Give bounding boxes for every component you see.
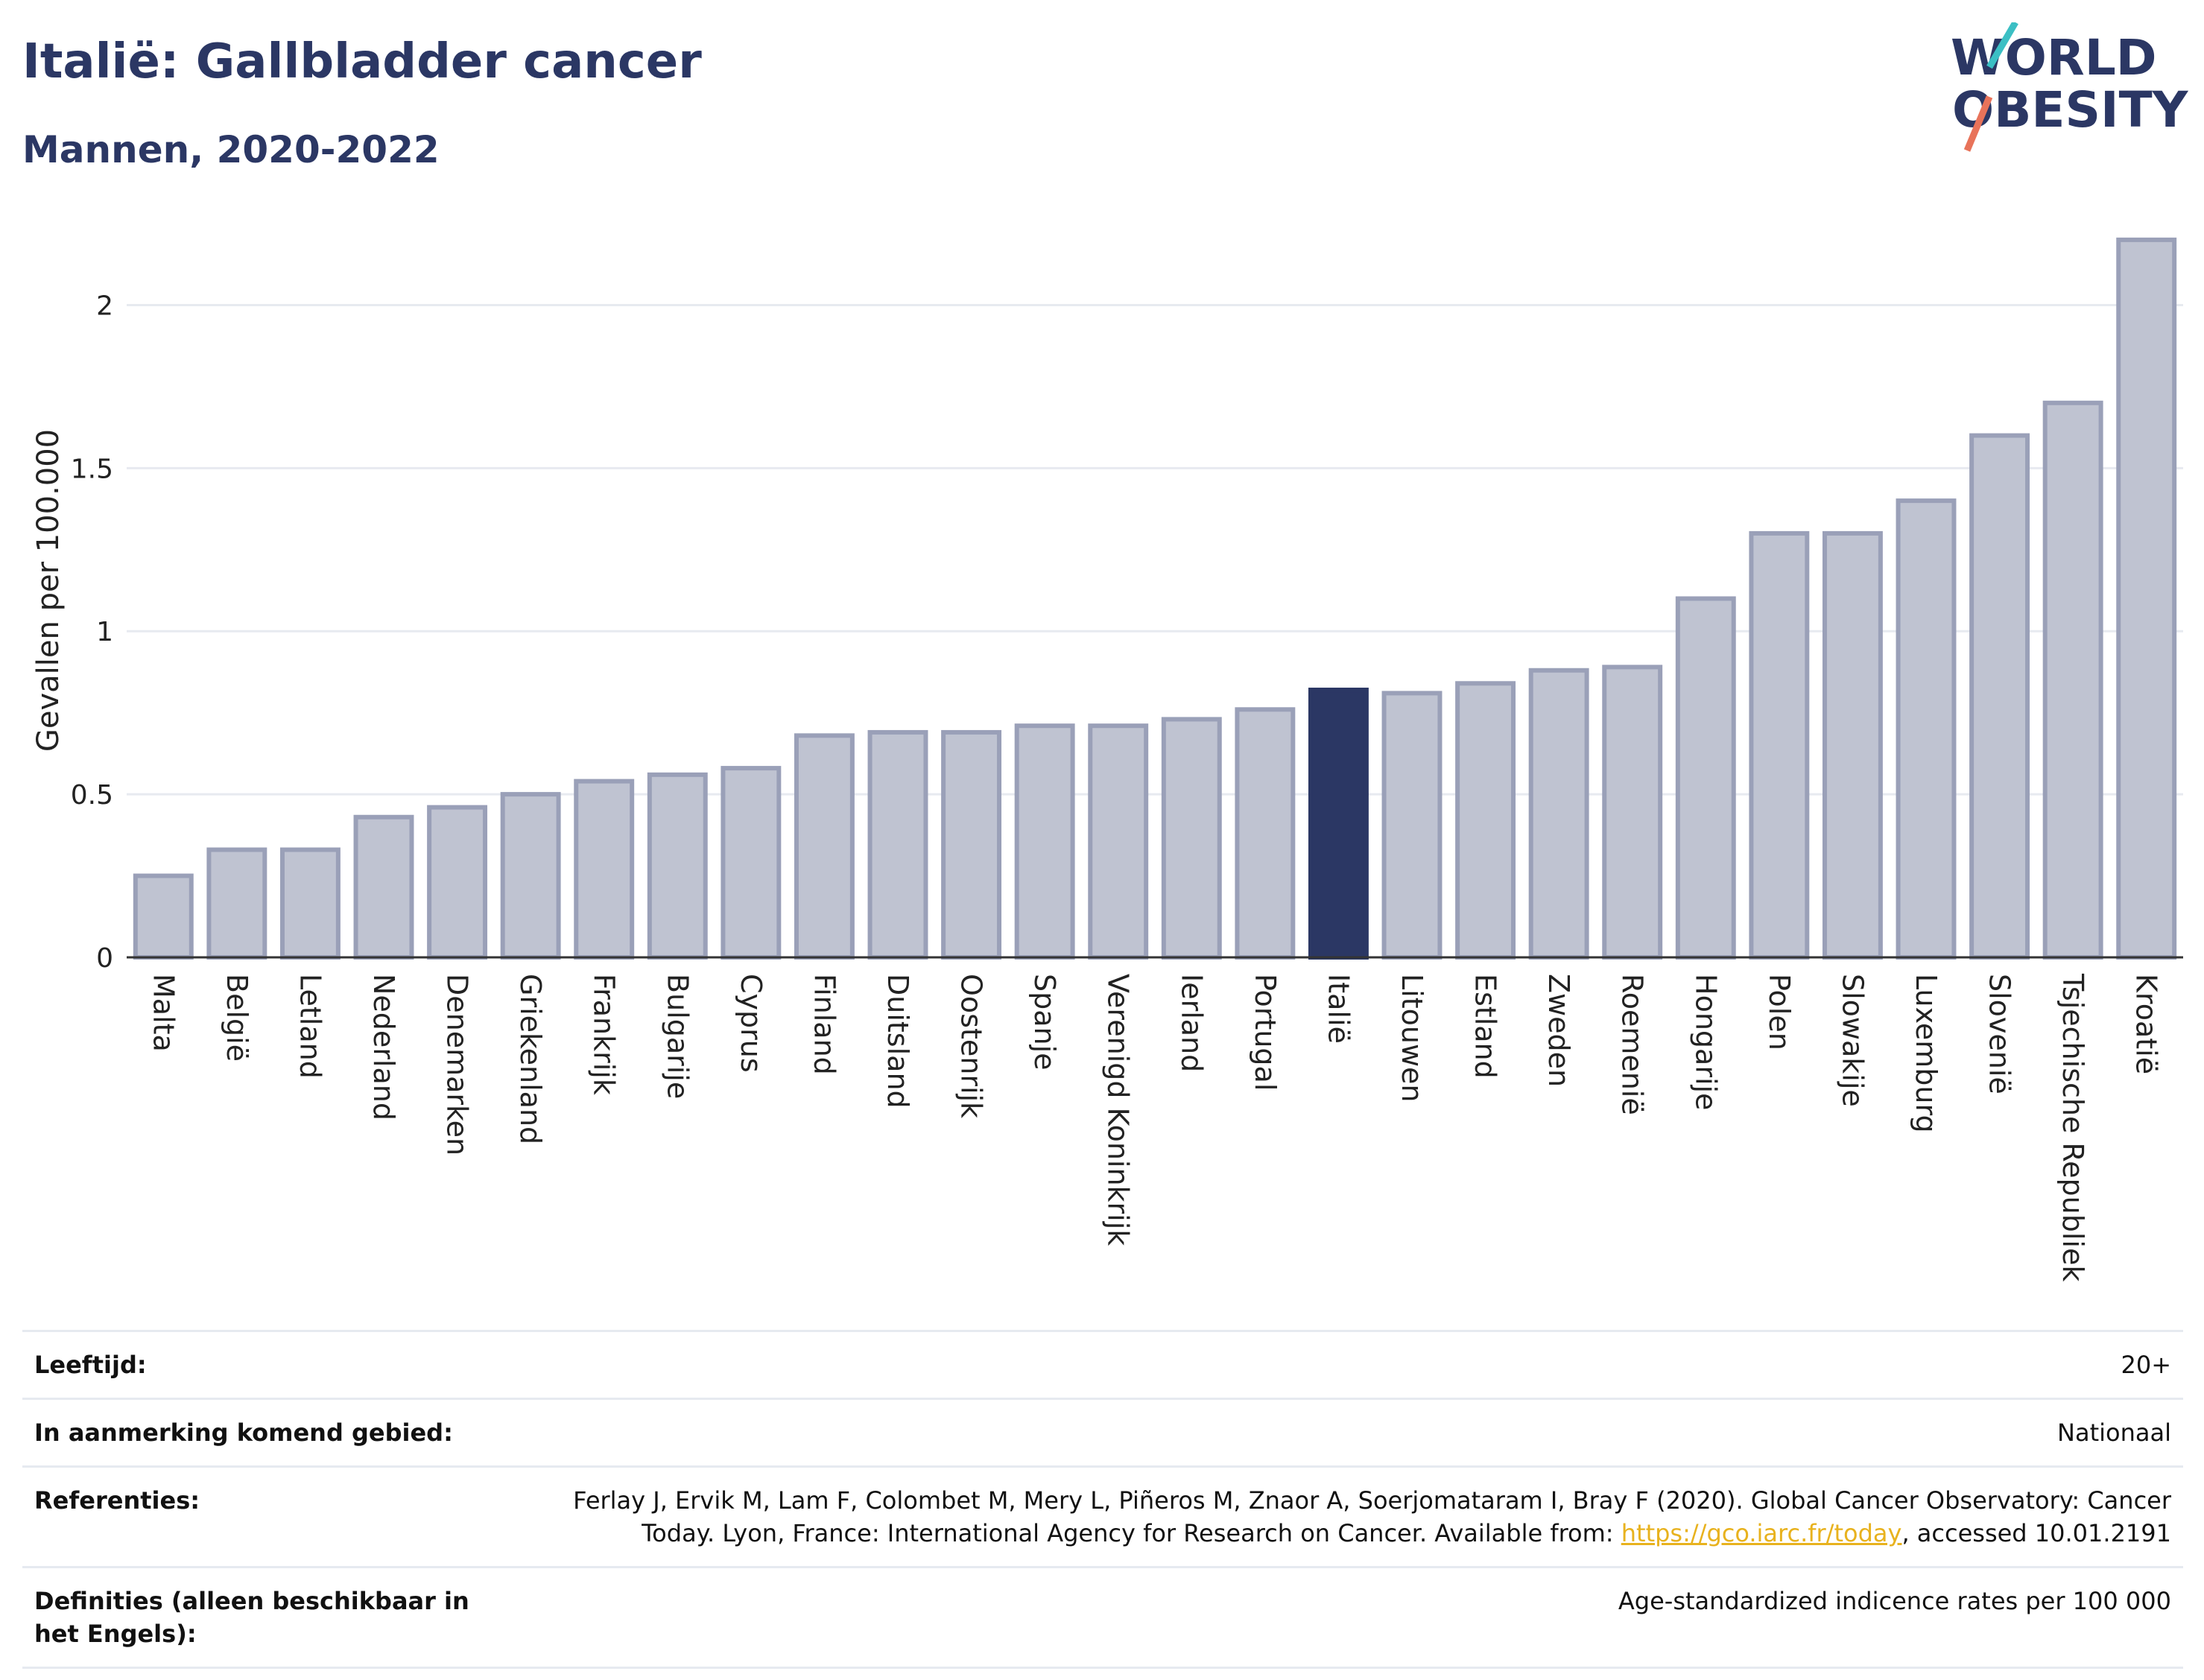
info-value: Ferlay J, Ervik M, Lam F, Colombet M, Me…	[547, 1484, 2171, 1550]
bar	[867, 729, 928, 960]
x-tick-label: Slovenië	[1983, 974, 2016, 1094]
x-tick-label: Cyprus	[735, 974, 767, 1073]
x-tick-label: Zweden	[1542, 974, 1575, 1087]
info-key: In aanmerking komend gebied:	[34, 1419, 453, 1447]
x-tick-label: Verenigd Koninkrijk	[1102, 974, 1135, 1246]
reference-link[interactable]: https://gco.iarc.fr/today	[1621, 1519, 1902, 1547]
x-tick-label: Slowakije	[1836, 974, 1869, 1107]
x-tick-label: Roemenië	[1616, 974, 1649, 1115]
info-value: 20+	[2121, 1351, 2171, 1379]
x-tick-label: Spanje	[1028, 974, 1061, 1071]
x-tick-label: Tsjechische Republiek	[2056, 973, 2089, 1281]
x-tick-label: Griekenland	[514, 974, 547, 1144]
info-key: Referenties:	[34, 1486, 200, 1515]
bar	[647, 772, 708, 960]
bar	[1822, 530, 1883, 960]
bar	[941, 729, 1002, 960]
bar	[1235, 707, 1296, 960]
logo-accent-teal	[1986, 22, 2018, 69]
info-row-references: Referenties: Ferlay J, Ervik M, Lam F, C…	[22, 1465, 2183, 1566]
bar	[721, 766, 782, 960]
x-tick-label: Ierland	[1175, 974, 1208, 1072]
x-tick-label: Oostenrijk	[955, 974, 988, 1118]
x-tick-label: Estland	[1469, 974, 1502, 1079]
logo-line2: OBESITY	[1952, 81, 2189, 139]
y-tick-label: 1	[96, 617, 113, 647]
x-tick-label: Polen	[1763, 974, 1796, 1050]
reference-text: Ferlay J, Ervik M, Lam F, Colombet M, Me…	[573, 1486, 2171, 1547]
world-obesity-logo: WORLD OBESITY	[1951, 22, 2189, 152]
y-tick-label: 2	[96, 291, 113, 321]
bar	[1455, 681, 1516, 960]
bar	[1381, 691, 1443, 960]
y-tick-label: 1.5	[71, 454, 113, 484]
x-tick-label: Malta	[147, 974, 180, 1052]
bar	[1308, 688, 1369, 960]
x-tick-label: Duitsland	[881, 974, 914, 1109]
bar	[1896, 498, 1957, 960]
info-row-area: In aanmerking komend gebied: Nationaal	[22, 1398, 2183, 1465]
y-axis-label: Gevallen per 100.000	[31, 429, 66, 752]
bar	[1602, 665, 1663, 960]
bar	[2042, 400, 2103, 960]
bar	[2116, 237, 2177, 960]
bar	[1161, 717, 1222, 960]
y-tick-label: 0.5	[71, 780, 113, 811]
info-key: Definities (alleen beschikbaar in het En…	[34, 1587, 469, 1648]
x-tick-label: Hongarije	[1689, 974, 1722, 1110]
bar	[1749, 530, 1810, 960]
info-value: Age-standardized indicence rates per 100…	[1618, 1587, 2171, 1615]
bar	[794, 733, 855, 960]
bar	[574, 779, 635, 960]
info-value: Nationaal	[2057, 1419, 2171, 1447]
logo-line1: WORLD	[1951, 29, 2157, 86]
x-tick-label: Luxemburg	[1910, 974, 1942, 1133]
bar	[353, 814, 414, 960]
info-row-definitions: Definities (alleen beschikbaar in het En…	[22, 1566, 2183, 1669]
bar	[1969, 433, 2030, 960]
bar	[1088, 723, 1149, 960]
page-title: Italië: Gallbladder cancer	[22, 34, 702, 89]
bar	[1014, 723, 1075, 960]
x-tick-label: Kroatië	[2130, 974, 2163, 1074]
bar	[1528, 668, 1589, 960]
x-tick-label: België	[221, 974, 253, 1062]
bar	[427, 805, 488, 960]
x-tick-label: Bulgarije	[661, 974, 694, 1099]
bar-chart: 0 0.5 1 1.5 2 Gevallen per 100.000 Malta België…	[31, 237, 2183, 1281]
bar	[279, 847, 341, 960]
x-tick-label: Denemarken	[441, 974, 474, 1156]
info-row-age: Leeftijd: 20+	[22, 1330, 2183, 1398]
x-tick-label: Letland	[294, 974, 326, 1079]
x-tick-label: Italië	[1322, 974, 1355, 1044]
info-table: Leeftijd: 20+ In aanmerking komend gebie…	[22, 1330, 2183, 1669]
info-key: Leeftijd:	[34, 1351, 147, 1379]
x-tick-label: Nederland	[367, 974, 400, 1120]
bar	[500, 792, 561, 960]
bar	[133, 873, 194, 960]
reference-suffix: , accessed 10.01.2191	[1901, 1519, 2171, 1547]
y-tick-label: 0	[96, 943, 113, 974]
bar	[206, 847, 267, 960]
x-tick-label: Finland	[808, 974, 840, 1075]
x-tick-label: Portugal	[1249, 974, 1282, 1091]
bar	[1675, 596, 1736, 960]
x-tick-label: Frankrijk	[588, 974, 621, 1095]
x-tick-label: Litouwen	[1396, 974, 1428, 1103]
page-subtitle: Mannen, 2020-2022	[22, 128, 440, 171]
logo-accent-coral	[1963, 95, 1993, 152]
